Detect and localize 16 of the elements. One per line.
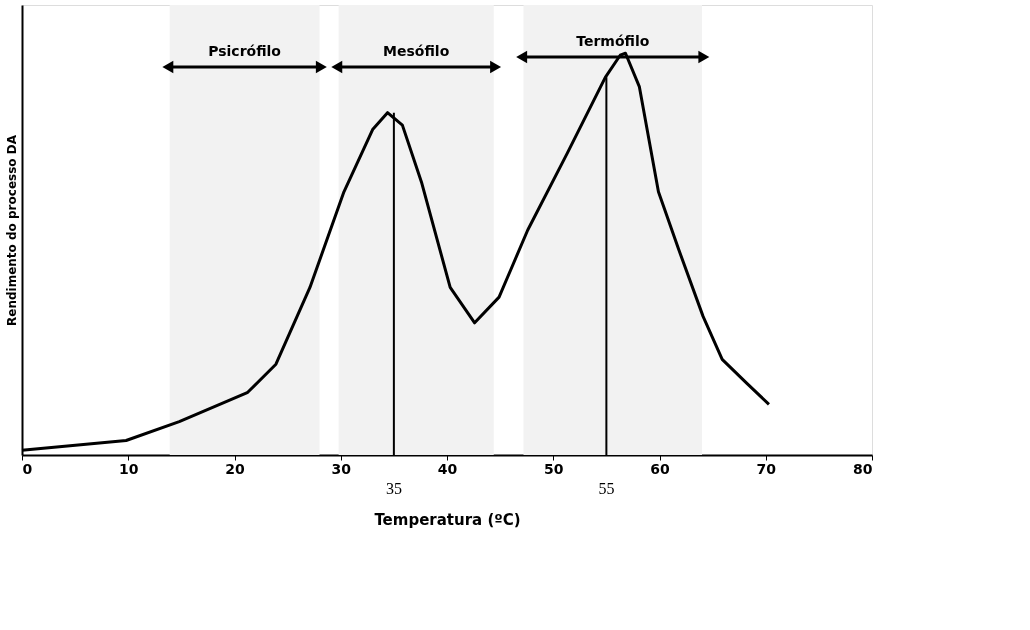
x-tick-label: 0: [22, 460, 33, 477]
x-tick-label: 20: [225, 460, 245, 477]
y-axis-title: Rendimento do processo DA: [4, 134, 19, 326]
band-label: Psicrófilo: [208, 43, 282, 59]
x-tick-label: 40: [437, 460, 458, 477]
x-tick-label: 30: [331, 460, 352, 477]
x-tick-label: 50: [544, 460, 564, 477]
x-axis-title: Temperatura (ºC): [374, 510, 521, 529]
x-tick-label: 60: [650, 460, 670, 477]
band-label: Termófilo: [576, 33, 650, 49]
x-tick-label: 10: [119, 460, 139, 477]
band-label: Mesófilo: [383, 43, 450, 59]
ref-line-label: 55: [598, 480, 615, 497]
x-tick-label: 80: [853, 460, 873, 477]
ref-line-label: 35: [385, 480, 402, 497]
x-tick-label: 70: [756, 460, 777, 477]
